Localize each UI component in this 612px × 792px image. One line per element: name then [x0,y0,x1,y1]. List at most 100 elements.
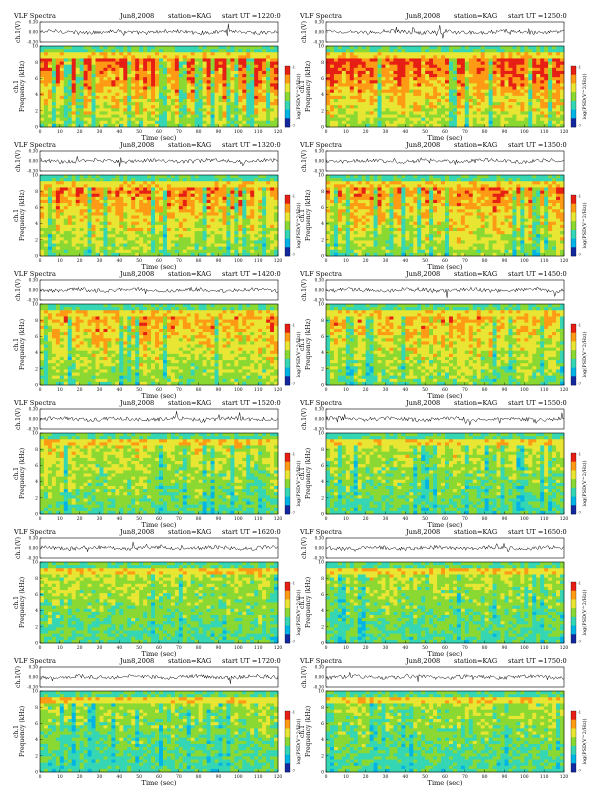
freq-tick-label: 6 [35,205,38,211]
spectrogram [40,691,279,773]
colorbar-segment [285,608,290,618]
time-tick-label: 20 [363,645,369,651]
time-tick-label: 80 [196,774,202,780]
freq-tick-label: 0 [321,254,324,260]
time-tick-label: 70 [462,129,468,135]
time-axis-label: Time (sec) [428,134,463,142]
time-tick-label: 60 [156,258,162,264]
waveform-trace [325,543,565,553]
time-tick-label: 30 [97,387,103,393]
time-tick-label: 30 [383,129,389,135]
time-tick-label: 110 [540,645,549,651]
panel-station: station=KAG [454,12,497,20]
freq-tick-label: 4 [321,221,324,227]
channel-label: ch.1 [299,596,306,609]
colorbar-segment [285,479,290,489]
freq-tick-label: 2 [321,753,324,759]
colorbar-segment [571,616,576,626]
waveform-tick-label: 0.00 [315,159,325,164]
colorbar-segment [285,496,290,506]
panel-start-time: start UT =1650:0 [508,528,567,536]
colorbar-segment [285,711,290,721]
panel-date: Jun8,2008 [405,141,440,149]
freq-tick-label: 10 [32,44,38,50]
colorbar: -1 -7 log(PSD(V^2/Hz)) [284,324,302,386]
time-tick-label: 120 [560,129,569,135]
channel-label: ch.1 [299,80,306,93]
channel-label: ch.1 [299,467,306,480]
time-tick-label: 100 [234,516,243,522]
colorbar-segment [285,590,290,600]
panel-date: Jun8,2008 [405,270,440,278]
panel-title: VLF Spectra [299,270,342,278]
channel-label: ch.1 [299,209,306,222]
time-tick-label: 70 [176,645,182,651]
waveform-trace [325,157,565,165]
freq-tick-label: 4 [35,350,38,356]
time-tick-label: 60 [442,129,448,135]
colorbar: -1 -7 log(PSD(V^2/Hz)) [570,711,588,773]
time-tick-label: 90 [502,516,508,522]
colorbar-segment [571,728,576,738]
channel-label: ch.1 [13,596,20,609]
waveform-tick-label: 0.00 [315,30,325,35]
freq-tick-label: 8 [35,705,38,711]
vlf-panel: VLF Spectra Jun8,2008 station=KAG start UT … [13,657,302,787]
waveform-axis-label: ch.1(V) [301,279,308,301]
time-tick-label: 30 [97,774,103,780]
freq-tick-label: 2 [321,366,324,372]
spectrogram [40,304,279,386]
time-tick-label: 90 [216,516,222,522]
colorbar-segment [571,711,576,721]
vlf-panel: VLF Spectra Jun8,2008 station=KAG start UT … [13,12,302,142]
time-tick-label: 20 [77,774,83,780]
panel-title: VLF Spectra [299,657,342,665]
time-tick-label: 40 [116,258,122,264]
colorbar-segment [571,238,576,248]
freq-axis-label: Frequency (kHz) [305,61,312,112]
freq-tick-label: 0 [35,254,38,260]
freq-tick-label: 8 [321,576,324,582]
channel-label: ch.1 [13,80,20,93]
freq-axis-label: Frequency (kHz) [19,190,26,241]
panel-date: Jun8,2008 [405,399,440,407]
colorbar-segment [571,118,576,128]
colorbar-segment [285,238,290,248]
time-tick-label: 120 [274,258,283,264]
time-tick-label: 120 [560,774,569,780]
colorbar-segment [571,83,576,93]
time-tick-label: 40 [116,387,122,393]
time-tick-label: 40 [402,387,408,393]
freq-tick-label: 4 [321,350,324,356]
panel-date: Jun8,2008 [119,141,154,149]
colorbar: -1 -7 log(PSD(V^2/Hz)) [284,711,302,773]
freq-tick-label: 8 [35,318,38,324]
time-tick-label: 60 [156,516,162,522]
colorbar-segment [571,634,576,644]
freq-axis-label: Frequency (kHz) [19,448,26,499]
colorbar-tick-label: -7 [578,382,582,386]
time-tick-label: 20 [363,774,369,780]
time-tick-label: 110 [540,387,549,393]
colorbar-segment [285,118,290,128]
colorbar-segment [285,74,290,84]
waveform-tick-label: 0.00 [29,288,39,293]
colorbar-tick-label: -7 [292,382,296,386]
freq-tick-label: 6 [321,205,324,211]
freq-tick-label: 4 [35,608,38,614]
colorbar-segment [285,212,290,222]
waveform-tick-label: 0.30 [315,407,325,412]
time-tick-label: 90 [216,645,222,651]
freq-axis-label: Frequency (kHz) [305,190,312,241]
time-tick-label: 50 [136,258,142,264]
waveform-tick-label: -0.30 [313,427,324,432]
time-tick-label: 50 [422,387,428,393]
time-tick-label: 110 [254,129,263,135]
panel-station: station=KAG [168,657,211,665]
vlf-panel: VLF Spectra Jun8,2008 station=KAG start UT … [13,528,302,658]
colorbar: -1 -7 log(PSD(V^2/Hz)) [284,582,302,644]
colorbar-segment [571,74,576,84]
panel-start-time: start UT =1720:0 [222,657,281,665]
time-tick-label: 110 [254,645,263,651]
freq-tick-label: 2 [321,108,324,114]
